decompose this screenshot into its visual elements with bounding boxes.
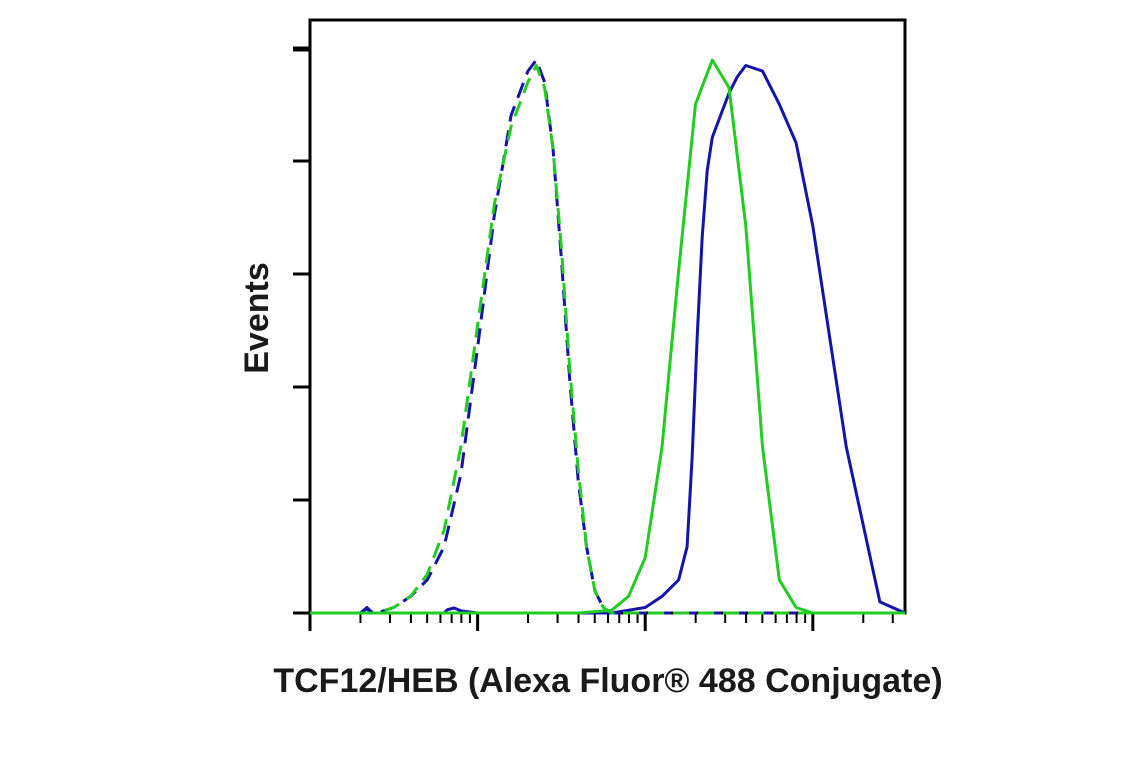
series-line-3 <box>310 64 905 615</box>
y-axis-label: Events <box>238 262 276 374</box>
x-axis-label: TCF12/HEB (Alexa Fluor® 488 Conjugate) <box>273 662 942 700</box>
series-group <box>310 58 906 615</box>
series-line-0 <box>310 64 906 615</box>
plot-frame <box>308 18 907 615</box>
series-line-1 <box>310 58 905 615</box>
x-axis-ticks <box>308 613 894 631</box>
y-axis-ticks <box>293 46 310 615</box>
series-line-2 <box>310 58 905 615</box>
